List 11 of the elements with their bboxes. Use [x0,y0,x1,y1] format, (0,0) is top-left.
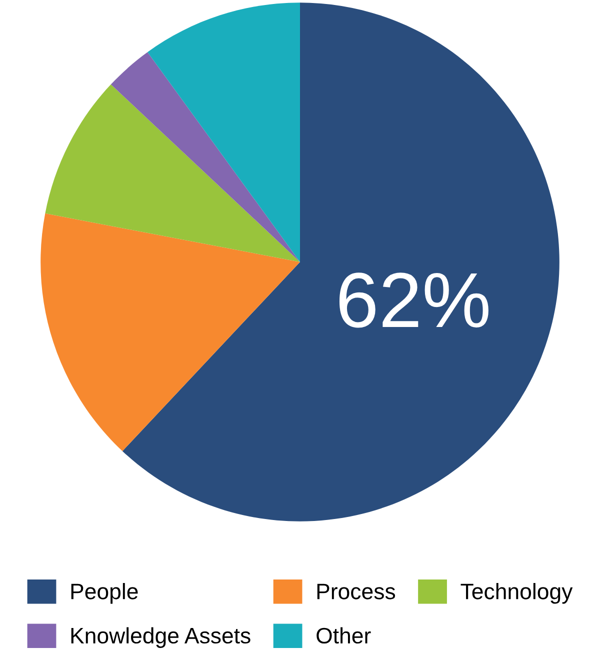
pie-slice [40,213,300,452]
data-label: 62% [339,272,488,328]
legend-label: Knowledge Assets [71,627,250,648]
pie-slice [148,2,300,262]
legend-label: Other [316,627,371,644]
legend-label: Technology [460,583,573,604]
pie-slice [110,52,300,262]
pie-slice [45,84,300,262]
legend-label: Process [317,584,396,600]
pie-slice [122,2,560,522]
legend-label: People [71,583,138,604]
